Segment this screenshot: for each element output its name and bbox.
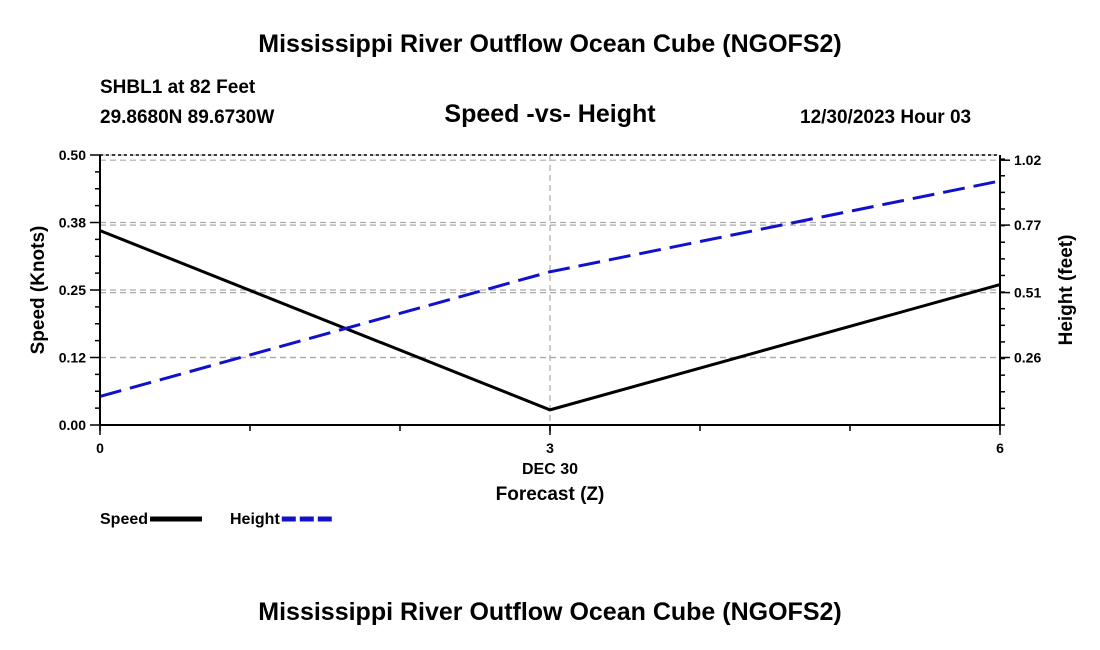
forecast-datetime: 12/30/2023 Hour 03 xyxy=(800,107,972,128)
series-line-height xyxy=(99,179,1001,398)
left-tick-label: 0.25 xyxy=(59,282,86,298)
y2-axis-label: Height (feet) xyxy=(1056,235,1077,346)
left-tick-label: 0.50 xyxy=(59,147,86,163)
right-tick-label: 0.26 xyxy=(1014,350,1041,366)
date-label: DEC 30 xyxy=(522,461,578,478)
speed-height-chart: 0.00 0.12 0.25 0.38 0.50 0.26 0.51 0.77 1.02 0 3 6 D… xyxy=(28,147,1077,528)
left-tick-label: 0.00 xyxy=(59,417,86,433)
left-tick-label: 0.38 xyxy=(59,215,86,231)
legend-label-speed: Speed xyxy=(100,511,148,528)
bottom-tick-label: 0 xyxy=(96,440,104,456)
chart-title: Speed -vs- Height xyxy=(444,100,656,128)
right-tick-label: 0.77 xyxy=(1014,217,1041,233)
legend-label-height: Height xyxy=(230,511,280,528)
bottom-tick-label: 6 xyxy=(996,440,1004,456)
axes: 0.00 0.12 0.25 0.38 0.50 0.26 0.51 0.77 1.02 0 3 6 D… xyxy=(28,147,1077,505)
station-label: SHBL1 at 82 Feet xyxy=(100,77,256,98)
y-axis-label: Speed (Knots) xyxy=(28,226,49,355)
right-tick-label: 1.02 xyxy=(1014,152,1041,168)
series-line-speed xyxy=(99,229,1001,412)
left-tick-label: 0.12 xyxy=(59,350,86,366)
grid-lines xyxy=(100,154,1000,426)
station-coordinates: 29.8680N 89.6730W xyxy=(100,107,275,128)
legend: Speed Height xyxy=(100,511,334,528)
bottom-title: Mississippi River Outflow Ocean Cube (NG… xyxy=(258,598,842,626)
bottom-tick-label: 3 xyxy=(546,440,554,456)
x-axis-label: Forecast (Z) xyxy=(496,484,605,505)
right-tick-label: 0.51 xyxy=(1014,285,1041,301)
series-lines xyxy=(99,179,1001,412)
main-title: Mississippi River Outflow Ocean Cube (NG… xyxy=(258,30,842,58)
